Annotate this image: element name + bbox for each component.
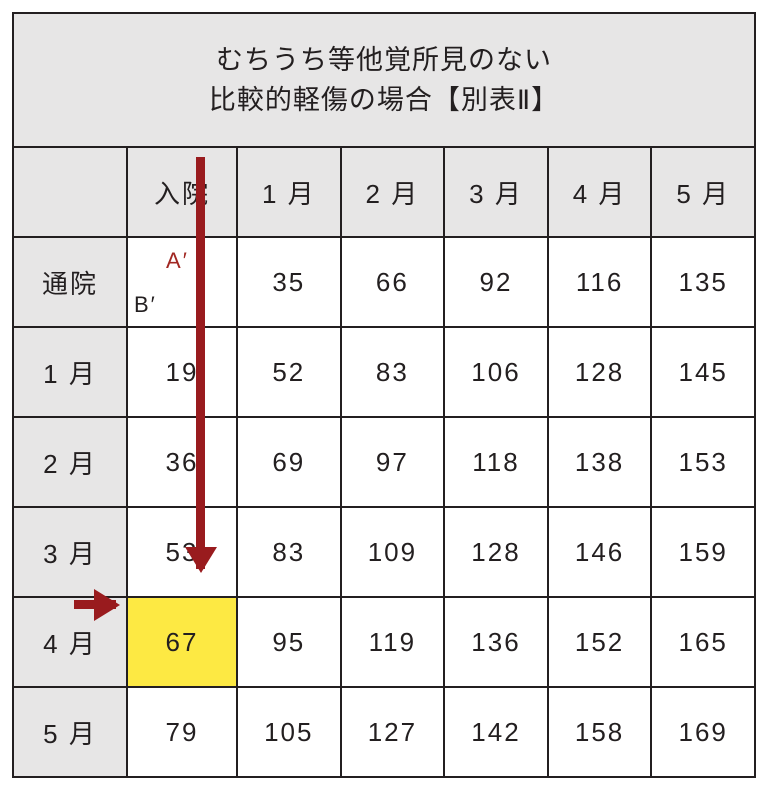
col-header-2: 2 月 bbox=[341, 147, 445, 237]
cell: 119 bbox=[341, 597, 445, 687]
cell: 109 bbox=[341, 507, 445, 597]
table-row: 2 月 36 69 97 118 138 153 bbox=[13, 417, 755, 507]
corner-cell bbox=[13, 147, 127, 237]
table-row: 1 月 19 52 83 106 128 145 bbox=[13, 327, 755, 417]
title-line-1: むちうち等他覚所見のない bbox=[216, 45, 552, 75]
cell: 152 bbox=[548, 597, 652, 687]
row-header-3: 3 月 bbox=[13, 507, 127, 597]
cell: 116 bbox=[548, 237, 652, 327]
table-row: 5 月 79 105 127 142 158 169 bbox=[13, 687, 755, 777]
cell: 118 bbox=[444, 417, 548, 507]
highlighted-cell: 67 bbox=[127, 597, 237, 687]
col-header-3: 3 月 bbox=[444, 147, 548, 237]
cell: 153 bbox=[651, 417, 755, 507]
cell: 136 bbox=[444, 597, 548, 687]
label-a-prime: A′ bbox=[166, 248, 189, 274]
cell: 128 bbox=[548, 327, 652, 417]
arrow-right-icon bbox=[74, 600, 116, 609]
cell: 142 bbox=[444, 687, 548, 777]
cell: 79 bbox=[127, 687, 237, 777]
compensation-table: むちうち等他覚所見のない 比較的軽傷の場合【別表Ⅱ】 入院 1 月 2 月 3 … bbox=[12, 12, 756, 778]
cell: 92 bbox=[444, 237, 548, 327]
cell: 158 bbox=[548, 687, 652, 777]
row-header-1: 1 月 bbox=[13, 327, 127, 417]
row-header-0: 通院 bbox=[13, 237, 127, 327]
cell: 169 bbox=[651, 687, 755, 777]
table-container: むちうち等他覚所見のない 比較的軽傷の場合【別表Ⅱ】 入院 1 月 2 月 3 … bbox=[12, 12, 756, 778]
cell: 127 bbox=[341, 687, 445, 777]
cell: 69 bbox=[237, 417, 341, 507]
cell: 138 bbox=[548, 417, 652, 507]
cell: 36 bbox=[127, 417, 237, 507]
ab-prime-cell: A′ B′ bbox=[127, 237, 237, 327]
table-row: 4 月 67 95 119 136 152 165 bbox=[13, 597, 755, 687]
table-row: 通院 A′ B′ 35 66 92 116 135 bbox=[13, 237, 755, 327]
cell: 83 bbox=[341, 327, 445, 417]
title-line-2: 比較的軽傷の場合【別表Ⅱ】 bbox=[209, 85, 559, 115]
table-row: 3 月 53 83 109 128 146 159 bbox=[13, 507, 755, 597]
cell: 105 bbox=[237, 687, 341, 777]
cell: 35 bbox=[237, 237, 341, 327]
cell: 135 bbox=[651, 237, 755, 327]
cell: 146 bbox=[548, 507, 652, 597]
col-header-5: 5 月 bbox=[651, 147, 755, 237]
row-header-2: 2 月 bbox=[13, 417, 127, 507]
cell: 165 bbox=[651, 597, 755, 687]
table-title: むちうち等他覚所見のない 比較的軽傷の場合【別表Ⅱ】 bbox=[13, 13, 755, 147]
cell: 83 bbox=[237, 507, 341, 597]
col-header-4: 4 月 bbox=[548, 147, 652, 237]
col-header-1: 1 月 bbox=[237, 147, 341, 237]
cell: 145 bbox=[651, 327, 755, 417]
cell: 53 bbox=[127, 507, 237, 597]
column-header-row: 入院 1 月 2 月 3 月 4 月 5 月 bbox=[13, 147, 755, 237]
cell: 52 bbox=[237, 327, 341, 417]
cell: 66 bbox=[341, 237, 445, 327]
cell: 159 bbox=[651, 507, 755, 597]
cell: 19 bbox=[127, 327, 237, 417]
col-header-0: 入院 bbox=[127, 147, 237, 237]
label-b-prime: B′ bbox=[134, 292, 157, 318]
cell: 95 bbox=[237, 597, 341, 687]
cell: 97 bbox=[341, 417, 445, 507]
row-header-5: 5 月 bbox=[13, 687, 127, 777]
cell: 128 bbox=[444, 507, 548, 597]
cell: 106 bbox=[444, 327, 548, 417]
arrow-down-icon bbox=[196, 157, 205, 569]
